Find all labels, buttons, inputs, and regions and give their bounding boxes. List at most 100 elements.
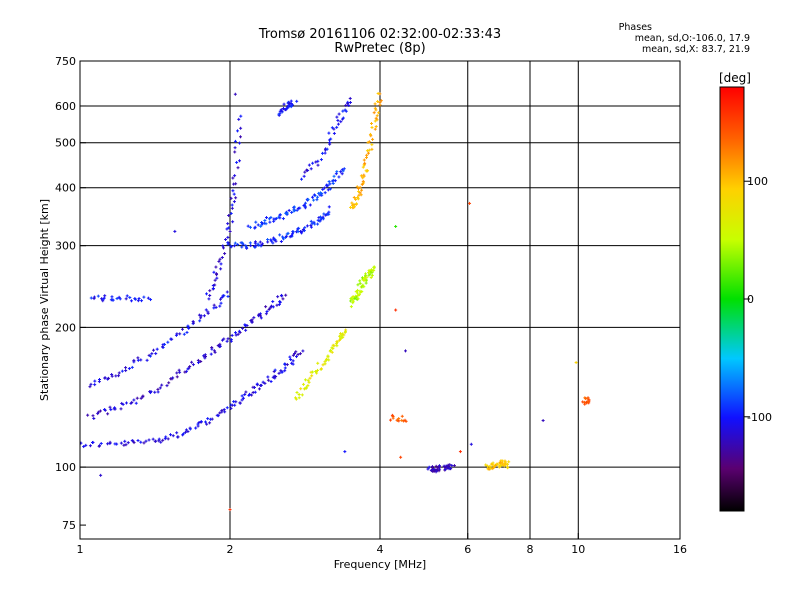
data-point	[356, 294, 360, 298]
data-point	[139, 358, 143, 362]
data-point	[264, 305, 268, 309]
data-point	[226, 337, 230, 341]
data-point	[372, 266, 376, 270]
data-point	[317, 191, 321, 195]
data-point	[335, 170, 339, 174]
data-point	[394, 224, 398, 228]
data-point	[192, 321, 196, 325]
data-point	[339, 332, 343, 336]
data-point	[152, 348, 156, 352]
data-point	[281, 297, 285, 301]
data-point	[269, 239, 273, 243]
data-point	[124, 297, 128, 301]
data-point	[164, 435, 168, 439]
data-point	[272, 219, 276, 223]
data-point	[291, 359, 295, 363]
data-point	[80, 441, 83, 445]
data-point	[229, 403, 233, 407]
data-point	[238, 141, 242, 145]
data-point	[154, 439, 158, 443]
data-point	[344, 103, 348, 107]
data-point	[315, 195, 319, 199]
data-point	[278, 213, 282, 217]
data-point	[93, 383, 97, 387]
data-point	[348, 96, 352, 100]
data-point	[204, 420, 208, 424]
data-point	[296, 206, 300, 210]
data-point	[307, 380, 311, 384]
data-point	[233, 174, 237, 178]
data-point	[232, 400, 236, 404]
data-point	[99, 473, 103, 477]
data-point	[303, 226, 307, 230]
data-point	[153, 390, 157, 394]
data-point	[175, 375, 179, 379]
data-point	[198, 319, 202, 323]
data-point	[351, 299, 355, 303]
data-point	[331, 181, 335, 185]
data-point	[229, 338, 233, 342]
data-point	[275, 303, 279, 307]
data-point	[364, 156, 368, 160]
data-point	[341, 109, 345, 113]
chart-subtitle: RwPretec (8p)	[334, 41, 426, 56]
data-point	[185, 330, 189, 334]
y-tick-label: 600	[55, 100, 76, 113]
data-point	[274, 239, 278, 243]
x-axis-ticks: 1 2 4 6 8 10 16	[77, 533, 687, 556]
data-point	[294, 355, 298, 359]
data-point	[437, 469, 441, 473]
data-point	[249, 244, 253, 248]
data-point	[244, 328, 248, 332]
data-point	[115, 297, 119, 301]
data-point	[360, 290, 364, 294]
data-point	[343, 450, 347, 454]
data-point	[357, 190, 361, 194]
data-point	[317, 216, 321, 220]
data-point	[103, 294, 107, 298]
data-point	[228, 229, 232, 233]
data-point	[124, 366, 128, 370]
data-point	[337, 112, 341, 116]
data-point	[285, 211, 289, 215]
data-point	[328, 182, 332, 186]
data-point	[431, 466, 435, 470]
data-point	[311, 195, 315, 199]
data-point	[351, 204, 355, 208]
data-point	[311, 161, 315, 165]
data-point	[400, 414, 404, 418]
data-point	[215, 276, 219, 280]
data-point	[228, 508, 232, 512]
data-point	[351, 295, 355, 299]
data-point	[263, 218, 267, 222]
data-point	[281, 106, 285, 110]
data-point	[402, 419, 406, 423]
data-point	[363, 161, 367, 165]
data-point	[312, 198, 316, 202]
data-point	[263, 381, 267, 385]
data-point	[308, 203, 312, 207]
data-point	[134, 297, 138, 301]
data-point	[86, 413, 90, 417]
data-point	[309, 223, 313, 227]
data-point	[327, 180, 331, 184]
data-point	[310, 374, 314, 378]
data-point	[370, 147, 374, 151]
data-point	[587, 398, 591, 402]
data-point	[167, 381, 171, 385]
data-point	[132, 358, 136, 362]
data-point	[230, 333, 234, 337]
data-point	[284, 234, 288, 238]
data-point	[89, 296, 93, 300]
data-point	[344, 109, 348, 113]
data-point	[340, 172, 344, 176]
data-point	[277, 371, 281, 375]
data-point	[584, 397, 588, 401]
data-point	[150, 352, 154, 356]
data-point	[363, 277, 367, 281]
data-point	[370, 125, 374, 129]
y-tick-label: 200	[55, 321, 76, 334]
data-point	[181, 432, 185, 436]
data-point	[356, 283, 360, 287]
data-point	[136, 299, 140, 303]
